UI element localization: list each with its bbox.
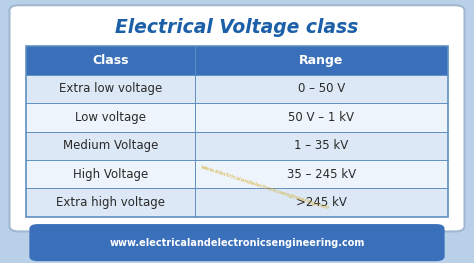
Text: Medium Voltage: Medium Voltage	[63, 139, 158, 152]
Text: Class: Class	[92, 54, 129, 67]
Text: Low voltage: Low voltage	[75, 111, 146, 124]
Bar	[26, 46, 448, 217]
Text: 1 – 35 kV: 1 – 35 kV	[294, 139, 348, 152]
Bar	[26, 189, 448, 217]
Bar	[26, 160, 448, 189]
Text: www.electricalandelectronicsengineering.com: www.electricalandelectronicsengineering.…	[200, 165, 331, 211]
Bar	[26, 74, 448, 103]
Text: >245 kV: >245 kV	[296, 196, 347, 209]
FancyBboxPatch shape	[9, 5, 465, 231]
Bar	[26, 132, 448, 160]
Text: Extra low voltage: Extra low voltage	[59, 82, 162, 95]
Text: Electrical Voltage class: Electrical Voltage class	[115, 18, 359, 37]
FancyBboxPatch shape	[29, 224, 445, 261]
Text: High Voltage: High Voltage	[73, 168, 148, 181]
Text: Range: Range	[299, 54, 344, 67]
Text: Extra high voltage: Extra high voltage	[56, 196, 165, 209]
Text: 35 – 245 kV: 35 – 245 kV	[287, 168, 356, 181]
Text: 0 – 50 V: 0 – 50 V	[298, 82, 345, 95]
Text: 50 V – 1 kV: 50 V – 1 kV	[288, 111, 355, 124]
Bar	[26, 46, 448, 74]
Bar	[26, 103, 448, 132]
Text: www.electricalandelectronicsengineering.com: www.electricalandelectronicsengineering.…	[109, 238, 365, 248]
